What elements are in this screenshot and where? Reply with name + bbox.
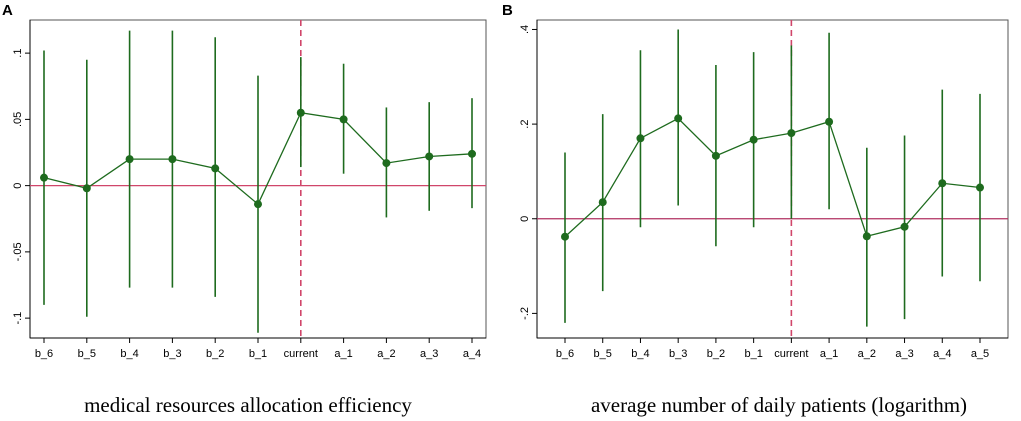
panel-b-x-tick-label-a-3: a_3 xyxy=(895,348,913,360)
panel-b-y-tick-label: 0 xyxy=(519,216,531,222)
panel-b-chart: B -.20.2.4 b_6 b_5 b_4 b_3 b_2 b_1 current a_1 a… xyxy=(502,2,1009,417)
panel-a-x-tick-label-a-4: a_4 xyxy=(463,348,481,360)
panel-a-point-b-2 xyxy=(211,164,220,173)
panel-a-y-tick-label: -.05 xyxy=(12,242,24,261)
panel-b-point-a-3 xyxy=(900,222,909,231)
panel-b-x-tick-label-a-1: a_1 xyxy=(820,348,838,360)
panel-b-point-b-6 xyxy=(561,232,569,241)
panel-a-point-a-4 xyxy=(468,149,476,158)
panel-b-coefficient-line xyxy=(564,117,981,238)
panel-b-x-tick-label-b-4: b_4 xyxy=(631,348,649,360)
panel-a-x-tick-label-b-4: b_4 xyxy=(120,348,138,360)
panel-b-point-a-4 xyxy=(938,179,947,188)
panel-b-point-b-1 xyxy=(749,135,758,144)
panel-b-x-tick-label-a-2: a_2 xyxy=(858,348,876,360)
panel-b-y-tick-label: .2 xyxy=(519,120,531,129)
panel-a-point-b-3 xyxy=(168,155,177,164)
panel-b-y-tick-label: .4 xyxy=(519,25,531,34)
panel-a-x-tick-label-b-1: b_1 xyxy=(249,348,267,360)
panel-b-x-tick-label-b-6: b_6 xyxy=(556,348,574,360)
panel-a-x-axis-title: medical resources allocation efficiency xyxy=(84,393,412,417)
panel-b-x-tick-label-b-2: b_2 xyxy=(707,348,725,360)
panel-a-y-tick-label: 0 xyxy=(12,183,24,189)
panel-a-point-a-1 xyxy=(339,115,348,124)
panel-b-x-tick-label-b-1: b_1 xyxy=(744,348,762,360)
panel-b-point-b-4 xyxy=(636,134,645,143)
panel-a-y-tick-label: .1 xyxy=(12,49,24,58)
panel-a-x-tick-label-a-2: a_2 xyxy=(377,348,395,360)
panel-a-chart: A -.1 -.05 0 .05 .1 b_6 b_5 b_4 b_3 b_2 b_1 curren… xyxy=(2,2,487,417)
panel-b-x-tick-label-current: current xyxy=(774,348,808,360)
panel-b-point-b-5 xyxy=(598,198,607,207)
panel-a-x-tick-label-b-5: b_5 xyxy=(78,348,96,360)
panel-a-x-tick-label-a-3: a_3 xyxy=(420,348,438,360)
panel-b-x-tick-label-a-4: a_4 xyxy=(933,348,951,360)
panel-a-label: A xyxy=(2,2,13,19)
panel-b-plot-frame xyxy=(536,19,1009,339)
panel-a-point-b-5 xyxy=(82,184,91,193)
panel-b-point-a-1 xyxy=(825,117,834,126)
panel-a-point-b-6 xyxy=(40,173,48,182)
panel-b-point-a-2 xyxy=(862,232,871,241)
panel-a-point-b-4 xyxy=(125,155,134,164)
panel-b-x-tick-label-a-5: a_5 xyxy=(971,348,989,360)
panel-a-x-tick-label-b-2: b_2 xyxy=(206,348,224,360)
panel-a-x-tick-label-a-1: a_1 xyxy=(334,348,352,360)
panel-a-point-b-1 xyxy=(254,200,262,209)
panel-a-point-current xyxy=(296,108,305,117)
panel-a-x-tick-label-b-6: b_6 xyxy=(35,348,53,360)
panel-b-x-tick-label-b-3: b_3 xyxy=(669,348,687,360)
panel-a-x-tick-label-b-3: b_3 xyxy=(163,348,181,360)
panel-a-x-tick-label-current: current xyxy=(284,348,318,360)
panel-a-point-a-3 xyxy=(425,152,434,161)
panel-b-point-a-5 xyxy=(976,183,984,192)
panel-a-y-tick-label: -.1 xyxy=(12,312,24,325)
panel-b-label: B xyxy=(502,2,513,19)
panel-b-y-tick-label: -.2 xyxy=(519,307,531,320)
panel-b-point-b-2 xyxy=(711,151,720,160)
panel-b-point-b-3 xyxy=(674,114,683,123)
panel-b-x-tick-label-b-5: b_5 xyxy=(594,348,612,360)
panel-a-point-a-2 xyxy=(382,159,391,168)
panel-b-point-current xyxy=(787,129,796,138)
panel-b-x-axis-title: average number of daily patients (logari… xyxy=(591,393,967,417)
panel-a-y-tick-label: .05 xyxy=(12,112,24,127)
